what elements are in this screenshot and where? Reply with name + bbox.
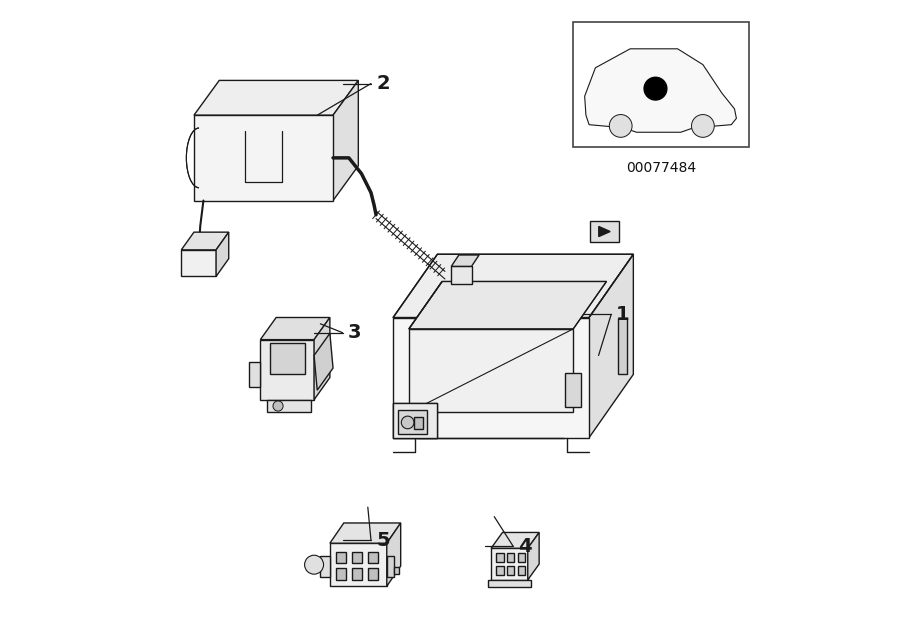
Polygon shape [491,548,527,580]
Polygon shape [491,533,539,548]
Polygon shape [451,266,472,284]
Polygon shape [387,556,394,577]
Polygon shape [496,566,504,575]
Polygon shape [590,222,618,242]
Polygon shape [507,553,515,562]
Polygon shape [565,373,581,407]
Polygon shape [387,523,400,586]
Polygon shape [352,552,362,563]
Text: 00077484: 00077484 [626,161,697,175]
Polygon shape [585,49,736,132]
Polygon shape [270,343,304,375]
Polygon shape [590,254,634,438]
Polygon shape [488,580,531,587]
Polygon shape [352,568,362,580]
Polygon shape [194,115,333,201]
Polygon shape [368,568,378,580]
Text: 2: 2 [376,74,390,93]
Polygon shape [368,552,378,563]
Polygon shape [598,227,610,237]
Polygon shape [617,318,627,375]
Polygon shape [337,552,347,563]
Polygon shape [398,410,427,434]
Circle shape [609,114,632,137]
Bar [573,22,749,147]
Circle shape [644,77,667,100]
Polygon shape [451,255,479,266]
Polygon shape [181,250,216,276]
Polygon shape [330,543,387,586]
Polygon shape [414,417,423,429]
Text: 3: 3 [347,323,361,342]
Polygon shape [194,81,358,115]
Polygon shape [393,318,590,438]
Polygon shape [320,556,330,577]
Circle shape [273,401,284,411]
Polygon shape [507,566,515,575]
Polygon shape [409,281,442,329]
Polygon shape [518,566,526,575]
Polygon shape [394,567,400,573]
Circle shape [304,555,324,574]
Polygon shape [333,81,358,201]
Polygon shape [409,281,607,329]
Text: 5: 5 [376,530,390,549]
Polygon shape [330,523,400,543]
Polygon shape [314,333,333,390]
Text: 4: 4 [518,537,532,556]
Circle shape [691,114,715,137]
Polygon shape [266,399,310,412]
Polygon shape [260,318,330,340]
Text: 1: 1 [616,305,630,324]
Polygon shape [216,232,229,276]
Circle shape [401,416,414,429]
Polygon shape [518,553,526,562]
Polygon shape [496,553,504,562]
Polygon shape [409,329,573,412]
Polygon shape [337,568,347,580]
Polygon shape [260,340,314,399]
Polygon shape [393,254,634,318]
Polygon shape [314,318,330,399]
Polygon shape [527,533,539,580]
Polygon shape [393,403,437,438]
Polygon shape [249,362,260,387]
Polygon shape [181,232,229,250]
